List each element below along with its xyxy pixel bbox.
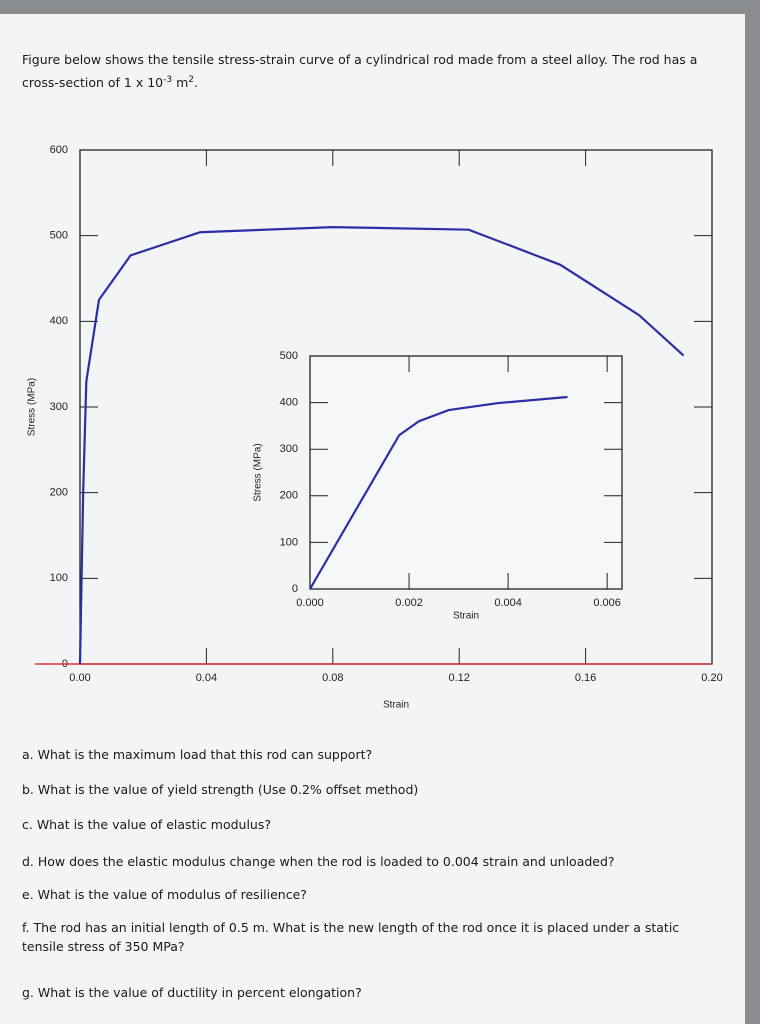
intro-text: Figure below shows the tensile stress-st…	[22, 52, 698, 91]
stress-strain-curve	[309, 395, 568, 590]
x-axis-label: Strain	[453, 611, 479, 622]
x-tick-label: 0.004	[494, 597, 522, 609]
y-tick-label: 500	[50, 230, 68, 242]
x-tick-label: 0.00	[69, 672, 90, 684]
y-axis-label: Stress (MPa)	[27, 378, 38, 436]
y-tick-label: 400	[280, 397, 298, 409]
x-tick-label: 0.04	[196, 672, 217, 684]
y-axis-label: Stress (MPa)	[253, 443, 264, 501]
y-tick-label: 200	[50, 487, 68, 499]
period: .	[194, 75, 198, 91]
y-tick-label: 0	[292, 583, 298, 595]
question: g. What is the value of ductility in per…	[22, 985, 362, 1000]
exponent: 2	[188, 75, 195, 85]
y-tick-label: 100	[280, 536, 298, 548]
y-tick-label: 300	[280, 443, 298, 455]
question: f. The rod has an initial length of 0.5 …	[22, 920, 680, 954]
question: d. How does the elastic modulus change w…	[22, 854, 615, 869]
unit: m	[172, 75, 189, 91]
intro: Figure below shows the tensile stress-st…	[22, 50, 722, 93]
plot-area	[309, 355, 623, 590]
question: a. What is the maximum load that this ro…	[22, 747, 373, 762]
x-tick-label: 0.006	[593, 597, 621, 609]
x-tick-label: 0.16	[575, 672, 596, 684]
y-tick-label: 500	[280, 350, 298, 362]
question: c. What is the value of elastic modulus?	[22, 817, 271, 832]
x-tick-label: 0.08	[322, 672, 343, 684]
y-tick-label: 300	[50, 401, 68, 413]
y-tick-label: 600	[50, 144, 68, 156]
stress-strain-curve	[78, 225, 685, 665]
y-tick-label: 200	[280, 490, 298, 502]
x-tick-label: 0.20	[701, 672, 722, 684]
x-tick-label: 0.12	[448, 672, 469, 684]
y-tick-label: 100	[50, 572, 68, 584]
question: b. What is the value of yield strength (…	[22, 782, 419, 797]
x-tick-label: 0.002	[395, 597, 423, 609]
exponent: -3	[163, 75, 173, 85]
y-tick-label: 400	[50, 315, 68, 327]
x-axis-label: Strain	[383, 700, 409, 711]
x-tick-label: 0.000	[296, 597, 324, 609]
question: e. What is the value of modulus of resil…	[22, 887, 307, 902]
